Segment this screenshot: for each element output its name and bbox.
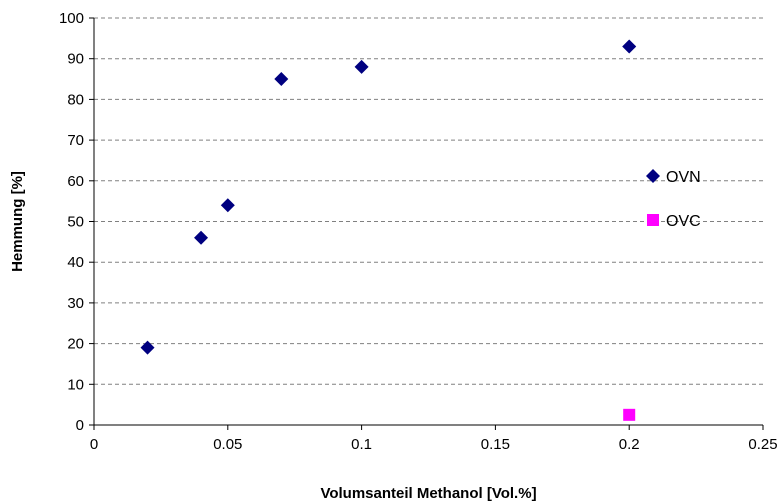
point-ovn-1 <box>194 230 209 245</box>
point-ovn-5 <box>622 39 637 54</box>
point-ovn-4 <box>354 59 369 74</box>
y-tick-label-3: 30 <box>67 295 84 312</box>
legend-item-ovn: OVN <box>646 169 701 186</box>
x-tick-label-4: 0.2 <box>619 436 640 453</box>
y-axis-ticks: 0 10 20 30 40 50 60 70 80 90 100 <box>59 10 94 434</box>
y-tick-label-4: 40 <box>67 254 84 271</box>
x-tick-label-0: 0 <box>90 436 98 453</box>
y-tick-label-1: 10 <box>67 376 84 393</box>
legend-marker-ovn <box>646 169 660 183</box>
y-tick-label-9: 90 <box>67 51 84 68</box>
legend-label-ovc: OVC <box>666 213 701 230</box>
x-tick-label-1: 0.05 <box>213 436 242 453</box>
legend-label-ovn: OVN <box>666 169 701 186</box>
y-axis-title: Hemmung [%] <box>9 171 26 272</box>
data-points <box>140 39 637 421</box>
x-tick-label-5: 0.25 <box>748 436 777 453</box>
y-tick-label-6: 60 <box>67 173 84 190</box>
legend-item-ovc: OVC <box>647 213 701 230</box>
y-tick-label-10: 100 <box>59 10 84 27</box>
y-tick-label-8: 80 <box>67 91 84 108</box>
point-ovn-3 <box>274 72 289 87</box>
grid-lines <box>94 17 763 385</box>
x-tick-label-3: 0.15 <box>481 436 510 453</box>
point-ovn-2 <box>220 198 235 213</box>
point-ovn-0 <box>140 340 155 355</box>
legend-marker-ovc <box>647 214 659 226</box>
y-tick-label-0: 0 <box>76 417 84 434</box>
y-tick-label-5: 50 <box>67 214 84 231</box>
x-tick-label-2: 0.1 <box>351 436 372 453</box>
point-ovc-0 <box>623 408 636 421</box>
x-axis-ticks: 0 0.05 0.1 0.15 0.2 0.25 <box>90 425 778 453</box>
y-tick-label-2: 20 <box>67 336 84 353</box>
x-axis-title: Volumsanteil Methanol [Vol.%] <box>320 485 536 502</box>
y-tick-label-7: 70 <box>67 132 84 149</box>
legend: OVN OVC <box>646 169 701 230</box>
